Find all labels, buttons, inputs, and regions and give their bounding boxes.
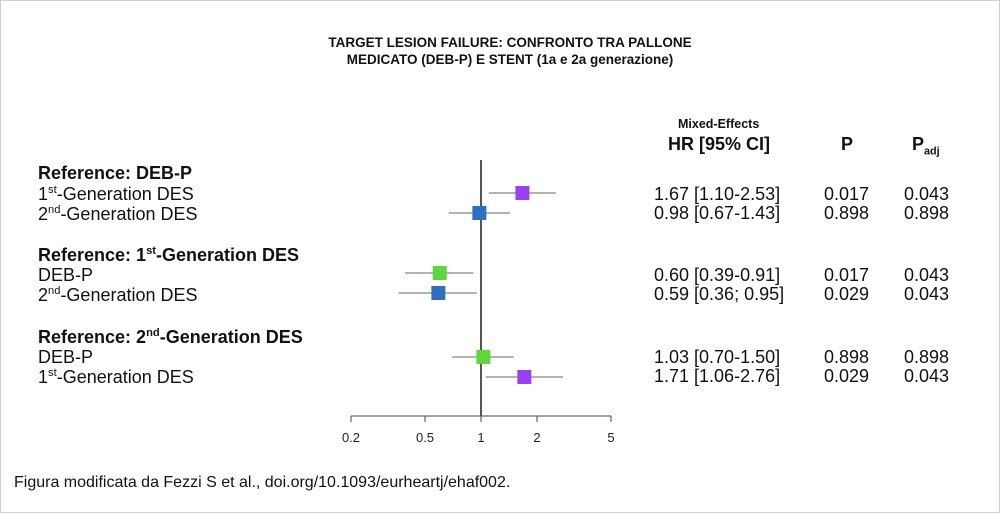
reference-prefix: Reference: — [38, 245, 137, 265]
reference-header-1: Reference: DEB-P — [38, 163, 192, 184]
padj-main: P — [912, 134, 925, 154]
p-value-g1-r1: 0.017 — [824, 184, 870, 204]
padj-subscript: adj — [924, 145, 940, 158]
reference-header-3: Reference: 2nd-Generation DES — [38, 327, 303, 348]
hr-point-marker — [432, 266, 447, 280]
padj-value-g2-r2: 0.043 — [904, 284, 950, 304]
reference-suffix: -Generation DES — [155, 245, 300, 265]
x-tick-label: 2 — [533, 430, 540, 445]
reference-suffix: -Generation DES — [159, 327, 303, 347]
hr-value-g3-r1: 1.03 [0.70-1.50] — [654, 347, 781, 367]
p-value-g3-r2: 0.029 — [824, 366, 870, 386]
reference-prefix: Reference: — [38, 327, 137, 347]
hr-value-g2-r1: 0.60 [0.39-0.91] — [654, 265, 781, 285]
x-tick-label: 5 — [607, 430, 614, 445]
hr-point-marker — [476, 350, 491, 364]
p-value-g2-r1: 0.017 — [824, 265, 870, 285]
p-value-g2-r2: 0.029 — [824, 284, 870, 304]
row-label-g3-r2: 1st-Generation DES — [38, 367, 194, 387]
padj-value-g3-r2: 0.043 — [904, 366, 950, 386]
padj-value-g1-r1: 0.043 — [904, 184, 950, 204]
reference-name: DEB-P — [136, 163, 193, 183]
row-label-g1-r2: 2nd-Generation DES — [38, 204, 198, 224]
reference-prefix: Reference: — [38, 163, 137, 183]
hr-value-g2-r2: 0.59 [0.36; 0.95] — [654, 284, 785, 304]
hr-point-marker — [431, 286, 446, 300]
row-label-g1-r1: 1st-Generation DES — [38, 184, 194, 204]
row-label-g2-r2: 2nd-Generation DES — [38, 285, 198, 305]
method-header: Mixed-Effects — [678, 117, 760, 131]
reference-ordinal: st — [146, 245, 156, 257]
hr-point-marker — [517, 370, 532, 384]
row-label-g3-r1: DEB-P — [38, 347, 94, 367]
hr-value-g1-r2: 0.98 [0.67-1.43] — [654, 203, 781, 223]
reference-name: 2 — [136, 327, 147, 347]
hr-column-header: HR [95% CI] — [668, 134, 771, 154]
p-value-g1-r2: 0.898 — [824, 203, 870, 223]
title-line-2: MEDICATO (DEB-P) E STENT (1a e 2a genera… — [346, 52, 674, 67]
hr-point-marker — [515, 186, 530, 200]
x-tick-label: 1 — [477, 430, 484, 445]
reference-name: 1 — [136, 245, 147, 265]
p-value-g3-r1: 0.898 — [824, 347, 870, 367]
padj-value-g3-r1: 0.898 — [904, 347, 950, 367]
figure-caption: Figura modificata da Fezzi S et al., doi… — [14, 474, 511, 491]
chart-title: TARGET LESION FAILURE: CONFRONTO TRA PAL… — [200, 34, 820, 68]
row-label-g2-r1: DEB-P — [38, 265, 94, 285]
hr-point-marker — [472, 206, 487, 220]
padj-value-g2-r1: 0.043 — [904, 265, 950, 285]
x-tick-label: 0.5 — [416, 430, 434, 445]
x-tick-label: 0.2 — [342, 430, 360, 445]
reference-ordinal: nd — [146, 327, 160, 339]
hr-value-g3-r2: 1.71 [1.06-2.76] — [654, 366, 781, 386]
hr-value-g1-r1: 1.67 [1.10-2.53] — [654, 184, 781, 204]
title-line-1: TARGET LESION FAILURE: CONFRONTO TRA PAL… — [328, 35, 692, 50]
reference-header-2: Reference: 1st-Generation DES — [38, 245, 299, 266]
padj-value-g1-r2: 0.898 — [904, 203, 950, 223]
padj-column-header: Padj — [912, 134, 940, 158]
p-column-header: P — [841, 134, 854, 154]
